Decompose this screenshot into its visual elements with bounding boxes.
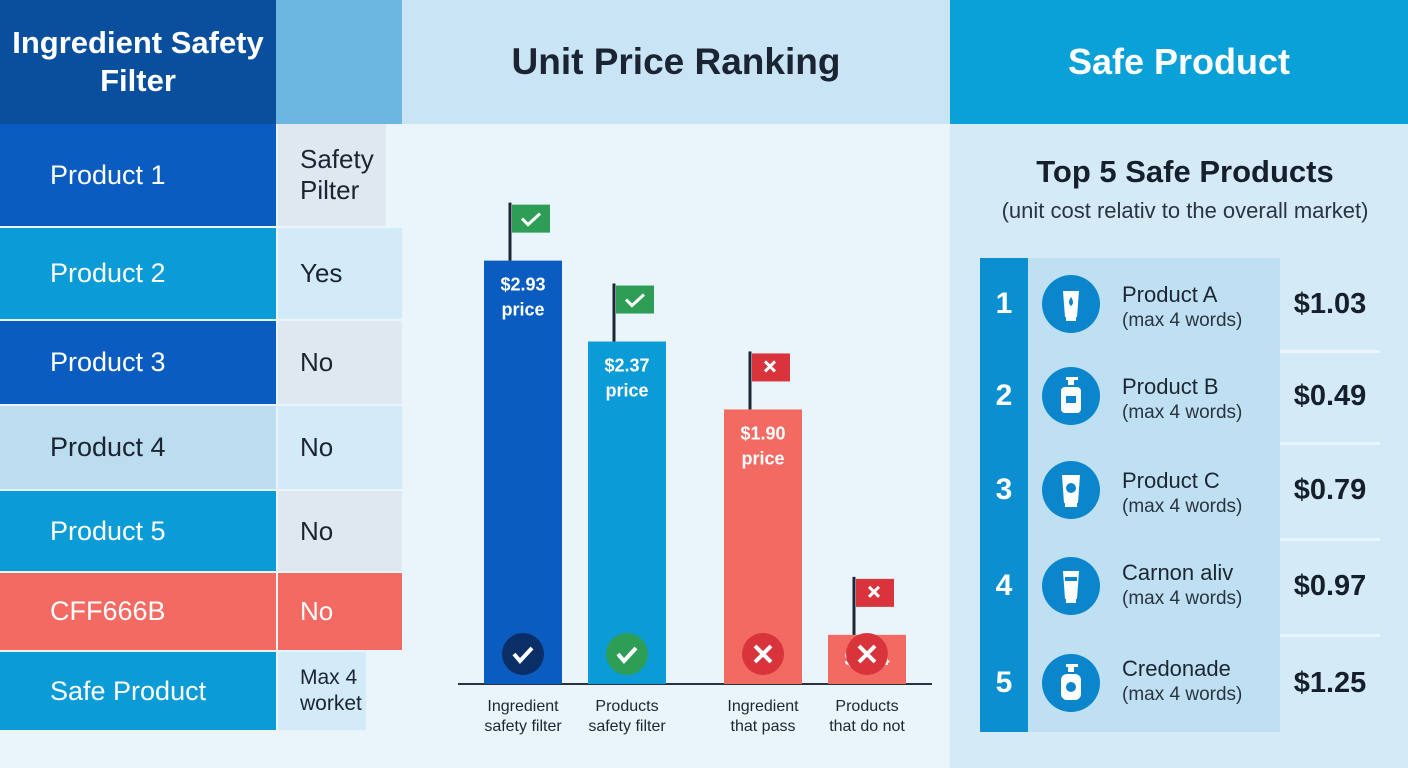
tick-label: Products bbox=[595, 698, 658, 715]
filter-row-value: No bbox=[276, 573, 402, 650]
product-card: Product C (max 4 words) bbox=[1028, 442, 1280, 538]
filter-row-name: Product 5 bbox=[0, 491, 276, 571]
product-price: $0.97 bbox=[1293, 569, 1367, 602]
rank-number: 2 bbox=[980, 350, 1028, 442]
product-card: Product A (max 4 words) bbox=[1028, 258, 1280, 350]
tube-icon bbox=[1042, 557, 1100, 615]
filter-row-name: Safe Product bbox=[0, 652, 276, 730]
filter-row-name: Product 3 bbox=[0, 321, 276, 404]
bar bbox=[484, 260, 562, 684]
product-name: Product B bbox=[1122, 374, 1219, 399]
product-card: Carnon aliv (max 4 words) bbox=[1028, 538, 1280, 634]
filter-row-value: Yes bbox=[276, 228, 402, 319]
product-price: $1.25 bbox=[1293, 666, 1367, 699]
data-label: $1.90 bbox=[740, 423, 785, 443]
top-products-title: Top 5 Safe Products bbox=[1036, 154, 1334, 189]
rank-number: 3 bbox=[980, 442, 1028, 538]
product-price: $1.03 bbox=[1293, 287, 1367, 320]
product-note: (max 4 words) bbox=[1122, 310, 1243, 331]
left-panel-title: Ingredient Safety Filter bbox=[0, 0, 276, 124]
pump-bottle-icon bbox=[1042, 367, 1100, 425]
filter-row-4[interactable]: Product 4 No bbox=[0, 406, 402, 491]
unit-price-chart: $2.93 price Ingredient safety filter $2.37 pr… bbox=[458, 202, 932, 735]
tick-label: safety filter bbox=[484, 718, 562, 735]
filter-row-value: No bbox=[276, 406, 402, 489]
chart-title: Unit Price Ranking bbox=[402, 0, 950, 124]
check-flag-icon bbox=[616, 285, 654, 314]
bar bbox=[588, 341, 666, 684]
filter-row-value: No bbox=[276, 491, 402, 571]
filter-row-value: Safety Pilter bbox=[276, 124, 386, 226]
tick-label: Products bbox=[835, 698, 898, 715]
tube-circle-icon bbox=[1042, 461, 1100, 519]
product-price: $0.49 bbox=[1293, 379, 1367, 412]
rank-number: 5 bbox=[980, 634, 1028, 732]
data-label: $2.37 bbox=[604, 356, 649, 376]
data-label: $2.93 bbox=[500, 275, 545, 295]
filter-row-name: CFF666B bbox=[0, 573, 276, 650]
check-icon bbox=[616, 646, 638, 665]
product-note: (max 4 words) bbox=[1122, 684, 1243, 705]
unit-price-ranking-panel: Unit Price Ranking $2.93 price Ingredient s… bbox=[402, 0, 950, 768]
check-flag-icon bbox=[512, 204, 550, 233]
filter-row-value: Max 4 worket bbox=[276, 652, 366, 730]
tick-label: Ingredient bbox=[727, 698, 799, 715]
tick-label: safety filter bbox=[588, 718, 666, 735]
tick-label: that do not bbox=[829, 718, 905, 735]
data-label: price bbox=[741, 448, 784, 468]
product-note: (max 4 words) bbox=[1122, 496, 1243, 517]
top-products-subtitle: (unit cost relativ to the overall market… bbox=[1001, 198, 1369, 223]
filter-row-6[interactable]: CFF666B No bbox=[0, 573, 402, 652]
check-circle-icon bbox=[502, 633, 544, 675]
ingredient-safety-panel: Ingredient Safety Filter Product 1 Safet… bbox=[0, 0, 402, 768]
filter-row-name: Product 4 bbox=[0, 406, 276, 489]
check-icon bbox=[512, 646, 534, 665]
product-name: Carnon aliv bbox=[1122, 560, 1234, 585]
data-label: price bbox=[501, 300, 544, 320]
data-label: price bbox=[605, 381, 648, 401]
filter-row-3[interactable]: Product 3 No bbox=[0, 321, 402, 406]
tick-label: Ingredient bbox=[487, 698, 559, 715]
filter-row-name: Product 2 bbox=[0, 228, 276, 319]
product-name: Product C bbox=[1122, 468, 1220, 493]
tube-drop-icon bbox=[1042, 275, 1100, 333]
ranked-product-2[interactable]: 2 Product B (max 4 words) $0.49 bbox=[980, 350, 1380, 445]
check-icon bbox=[520, 212, 542, 227]
rank-number: 4 bbox=[980, 538, 1028, 634]
cross-icon bbox=[857, 644, 877, 664]
right-panel-header: Safe Product bbox=[950, 0, 1408, 124]
filter-row-2[interactable]: Product 2 Yes bbox=[0, 228, 402, 321]
ranked-product-3[interactable]: 3 Product C (max 4 words) $0.79 bbox=[980, 442, 1380, 541]
product-price: $0.79 bbox=[1293, 473, 1367, 506]
filter-row-1[interactable]: Product 1 Safety Pilter bbox=[0, 124, 402, 228]
ranked-product-5[interactable]: 5 Credonade (max 4 words) $1.25 bbox=[980, 634, 1380, 732]
cross-icon bbox=[753, 644, 773, 664]
tick-label: that pass bbox=[731, 718, 796, 735]
filter-row-5[interactable]: Product 5 No bbox=[0, 491, 402, 573]
safe-product-panel: Safe Product Top 5 Safe Products (unit c… bbox=[950, 0, 1408, 768]
pump-bottle-icon bbox=[1042, 654, 1100, 712]
filter-row-7[interactable]: Safe Product Max 4 worket bbox=[0, 652, 402, 732]
cross-icon bbox=[867, 585, 881, 598]
product-note: (max 4 words) bbox=[1122, 588, 1243, 609]
product-card: Product B (max 4 words) bbox=[1028, 350, 1280, 442]
check-icon bbox=[624, 293, 646, 308]
filter-row-value: No bbox=[276, 321, 402, 404]
product-name: Product A bbox=[1122, 282, 1218, 307]
product-note: (max 4 words) bbox=[1122, 402, 1243, 423]
filter-row-name: Product 1 bbox=[0, 124, 276, 226]
product-card: Credonade (max 4 words) bbox=[1028, 634, 1280, 732]
rank-number: 1 bbox=[980, 258, 1028, 350]
check-circle-icon bbox=[606, 633, 648, 675]
left-panel-header-side bbox=[276, 0, 402, 124]
ranked-product-4[interactable]: 4 Carnon aliv (max 4 words) $0.97 bbox=[980, 538, 1380, 637]
cross-icon bbox=[763, 360, 777, 373]
product-name: Credonade bbox=[1122, 656, 1231, 681]
ranked-product-1[interactable]: 1 Product A (max 4 words) $1.03 bbox=[980, 258, 1380, 353]
